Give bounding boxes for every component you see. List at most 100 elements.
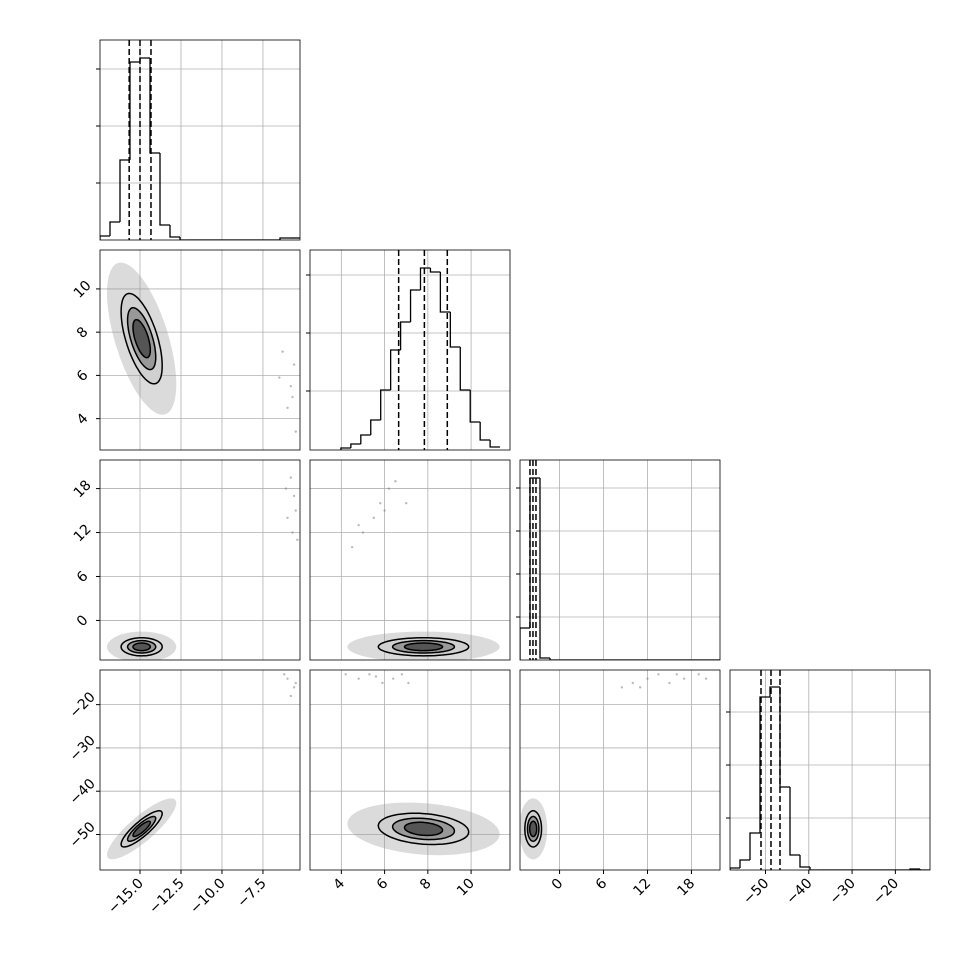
sample-point xyxy=(638,686,642,689)
sample-point xyxy=(383,509,386,512)
x-tick-label: −15.0 xyxy=(105,876,147,918)
sample-point xyxy=(682,677,686,680)
histogram-step xyxy=(520,627,530,660)
histogram-step xyxy=(449,312,461,348)
sample-point xyxy=(281,350,284,353)
histogram-step xyxy=(139,57,150,62)
sample-point xyxy=(387,487,391,490)
sample-point xyxy=(292,494,296,498)
x-tick-label: 18 xyxy=(674,876,698,900)
histogram-step xyxy=(129,61,140,160)
histogram-panel: −50 −40 −30 −20 xyxy=(726,669,931,908)
sample-point xyxy=(374,675,378,678)
contour xyxy=(403,642,444,652)
pair-panel xyxy=(309,459,511,661)
panel-frame xyxy=(729,669,931,871)
sample-point xyxy=(292,363,296,366)
x-tick-label: 12 xyxy=(630,876,654,900)
x-tick-label: −12.5 xyxy=(146,876,188,918)
sample-point xyxy=(407,681,410,685)
x-tick-label: −50 xyxy=(740,876,772,908)
sample-point xyxy=(368,673,371,676)
sample-point xyxy=(668,681,671,685)
x-tick-label: 10 xyxy=(454,876,478,900)
x-tick-label: −40 xyxy=(783,876,815,908)
histogram-step xyxy=(409,289,421,322)
y-tick-label: 18 xyxy=(71,477,95,501)
contour xyxy=(132,642,152,652)
x-tick-label: −30 xyxy=(827,876,859,908)
histogram-step xyxy=(749,832,760,860)
sample-point xyxy=(292,686,296,689)
contour xyxy=(132,318,152,359)
panel-frame xyxy=(309,249,511,451)
sample-point xyxy=(278,376,281,379)
histogram-panel xyxy=(306,249,511,451)
x-tick-label: 6 xyxy=(593,875,611,893)
sample-point xyxy=(361,531,365,534)
histogram-panel xyxy=(96,39,301,241)
sample-point xyxy=(381,681,384,685)
sample-point xyxy=(286,677,289,680)
histogram-step xyxy=(419,267,431,290)
histogram-step xyxy=(759,696,770,833)
histogram-step xyxy=(919,869,930,870)
histogram-step xyxy=(279,237,290,240)
y-tick-label: 0 xyxy=(74,612,92,630)
histogram-step xyxy=(529,477,540,628)
histogram-step xyxy=(489,440,501,448)
histogram-step xyxy=(809,867,820,870)
x-tick-label: −20 xyxy=(870,876,902,908)
sample-point xyxy=(394,480,397,483)
histogram-step xyxy=(439,272,451,313)
x-tick-label: 8 xyxy=(417,876,435,894)
sample-point xyxy=(350,545,354,549)
histogram-step xyxy=(350,443,361,448)
sample-point xyxy=(405,502,408,505)
panel-frame xyxy=(99,39,301,241)
panel-frame xyxy=(519,459,721,661)
histogram-step xyxy=(789,787,800,856)
histogram-step xyxy=(730,867,740,870)
sample-point xyxy=(294,509,297,512)
sample-point xyxy=(289,385,293,388)
y-tick-label: 6 xyxy=(74,568,92,586)
y-tick-label: 4 xyxy=(74,410,92,428)
histogram-step xyxy=(179,237,190,240)
sample-point xyxy=(657,673,660,676)
x-tick-label: 6 xyxy=(374,875,392,893)
x-tick-label: 4 xyxy=(331,875,349,893)
y-tick-label: 12 xyxy=(71,521,95,545)
panel-frame xyxy=(309,459,511,661)
sample-point xyxy=(357,677,360,680)
histogram-step xyxy=(769,686,780,697)
histogram-step xyxy=(539,478,550,659)
sample-point xyxy=(284,487,288,490)
histogram-step xyxy=(149,58,160,154)
pair-panel: 0 6 12 18 xyxy=(71,459,301,661)
histogram-step xyxy=(370,419,381,435)
y-tick-label: 8 xyxy=(74,324,92,342)
histogram-step xyxy=(360,434,371,444)
sample-point xyxy=(291,531,294,534)
sample-point xyxy=(283,673,286,676)
histogram-step xyxy=(380,389,391,420)
sample-point xyxy=(379,502,382,505)
y-tick-label: −50 xyxy=(67,819,99,851)
sample-point xyxy=(294,681,297,685)
pair-panel: 0 6 12 18 xyxy=(519,669,721,900)
histogram-step xyxy=(469,390,481,423)
y-tick-label: −20 xyxy=(67,689,99,721)
histogram-panel xyxy=(516,459,721,661)
histogram-step xyxy=(159,153,170,226)
panel-frame xyxy=(309,669,511,871)
sample-point xyxy=(344,673,347,676)
histogram-step xyxy=(169,225,180,238)
x-tick-label: −10.0 xyxy=(187,876,229,918)
histogram-step xyxy=(549,658,560,660)
y-tick-label: −30 xyxy=(67,733,99,765)
sample-point xyxy=(291,395,294,399)
panel-frame xyxy=(99,669,301,871)
sample-point xyxy=(357,524,360,527)
